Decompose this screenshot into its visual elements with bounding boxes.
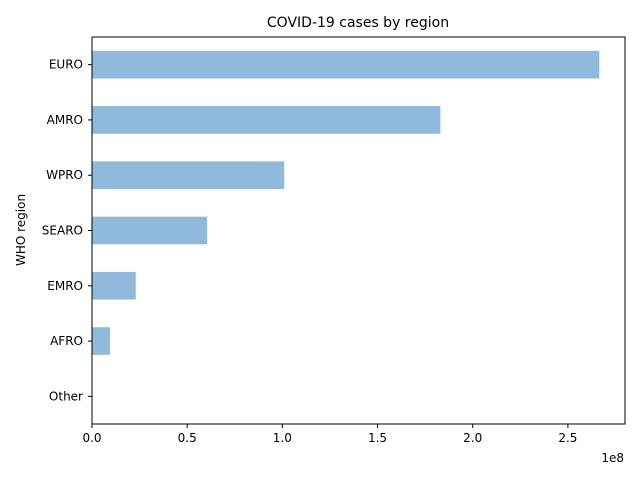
x-tick-label: 1.5	[368, 431, 387, 445]
x-tick-label: 0.5	[178, 431, 197, 445]
y-tick-label-other: Other	[49, 389, 83, 403]
bar-euro	[92, 50, 600, 79]
x-axis: 0.0 0.5 1.0 1.5 2.0 2.5	[82, 424, 577, 445]
x-tick-label: 1.0	[273, 431, 292, 445]
x-axis-offset-label: 1e8	[601, 451, 624, 465]
bar-afro	[92, 327, 111, 355]
y-tick-label-wpro: WPRO	[46, 168, 83, 182]
y-axis: EURO AMRO WPRO SEARO EMRO AFRO Other	[42, 58, 92, 403]
x-tick-label: 0.0	[82, 431, 101, 445]
y-tick-label-euro: EURO	[49, 58, 83, 72]
y-tick-label-searo: SEARO	[42, 224, 83, 238]
y-tick-label-afro: AFRO	[50, 334, 83, 348]
plot-frame	[91, 36, 626, 425]
x-tick-label: 2.5	[558, 431, 577, 445]
bar-emro	[92, 271, 136, 300]
y-tick-label-emro: EMRO	[47, 279, 83, 293]
y-tick-label-amro: AMRO	[47, 113, 83, 127]
y-axis-label: WHO region	[14, 194, 28, 266]
bar-searo	[92, 216, 208, 245]
chart-title: COVID-19 cases by region	[267, 15, 449, 31]
bar-amro	[92, 106, 441, 134]
plot-area	[92, 50, 600, 355]
x-tick-label: 2.0	[463, 431, 482, 445]
bar-wpro	[92, 161, 285, 190]
